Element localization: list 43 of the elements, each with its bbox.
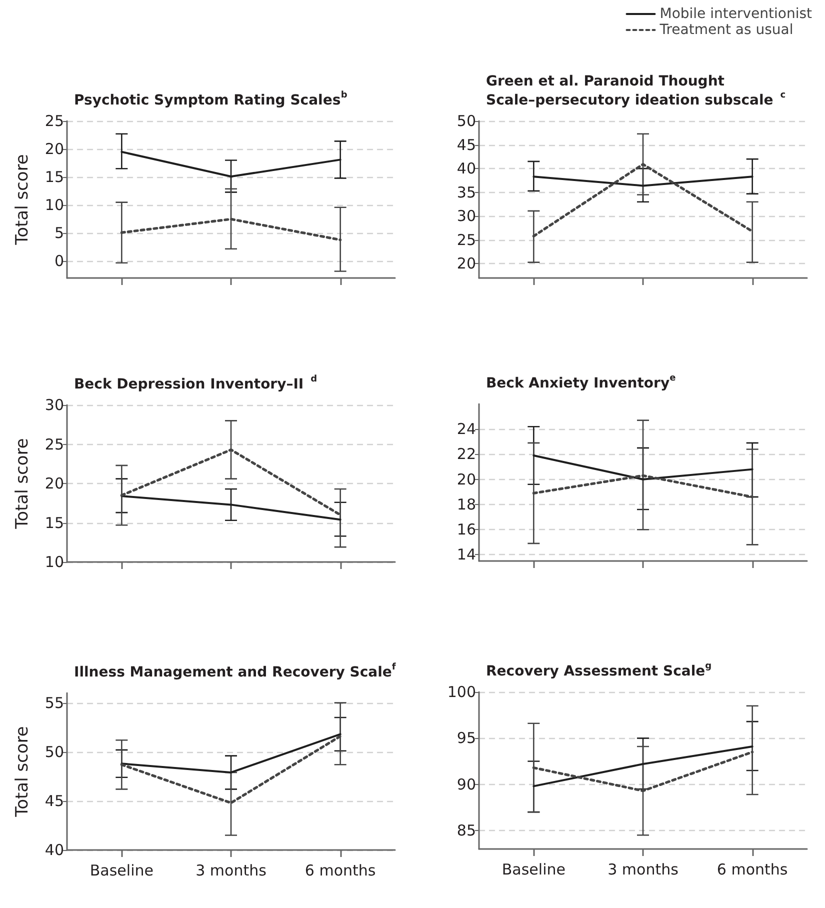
y-tick-label: 30 <box>44 396 64 414</box>
y-tick-label: 15 <box>44 168 64 186</box>
legend-label: Mobile interventionist <box>660 6 813 22</box>
y-tick-label: 30 <box>456 207 476 226</box>
y-tick-label: 45 <box>456 136 476 154</box>
x-tick-label: Baseline <box>502 860 566 878</box>
y-tick-label: 20 <box>456 470 476 488</box>
x-tick-label: Baseline <box>90 862 154 880</box>
y-tick-label: 5 <box>54 224 64 242</box>
legend-label: Treatment as usual <box>658 22 794 38</box>
y-axis-title: Total score <box>12 438 32 530</box>
y-tick-label: 50 <box>44 742 64 761</box>
y-tick-label: 25 <box>456 230 476 249</box>
y-tick-label: 20 <box>44 140 64 158</box>
y-tick-label: 20 <box>44 474 64 492</box>
y-tick-label: 0 <box>54 252 64 270</box>
y-tick-label: 25 <box>44 435 64 454</box>
x-tick-label: 6 months <box>716 860 788 878</box>
y-tick-label: 35 <box>456 183 476 202</box>
y-tick-label: 10 <box>44 196 64 214</box>
y-tick-label: 55 <box>44 694 64 712</box>
y-tick-label: 25 <box>44 112 64 130</box>
y-tick-label: 16 <box>456 520 476 539</box>
y-tick-label: 40 <box>44 841 64 859</box>
y-tick-label: 50 <box>456 112 476 130</box>
y-tick-label: 45 <box>44 792 64 810</box>
y-tick-label: 100 <box>447 683 476 701</box>
y-tick-label: 90 <box>456 775 476 794</box>
x-tick-label: 3 months <box>196 862 267 880</box>
x-tick-label: 3 months <box>608 860 679 878</box>
y-tick-label: 85 <box>456 822 476 840</box>
y-tick-label: 18 <box>456 495 476 514</box>
y-tick-label: 20 <box>456 254 476 273</box>
y-axis-title: Total score <box>12 726 32 818</box>
y-tick-label: 15 <box>44 514 64 532</box>
y-tick-label: 10 <box>44 553 64 571</box>
y-tick-label: 22 <box>456 445 476 464</box>
y-tick-label: 95 <box>456 729 476 748</box>
x-tick-label: 6 months <box>304 862 376 880</box>
y-tick-label: 14 <box>456 546 476 564</box>
y-tick-label: 24 <box>456 420 476 438</box>
y-axis-title: Total score <box>12 154 32 246</box>
y-tick-label: 40 <box>456 160 476 178</box>
